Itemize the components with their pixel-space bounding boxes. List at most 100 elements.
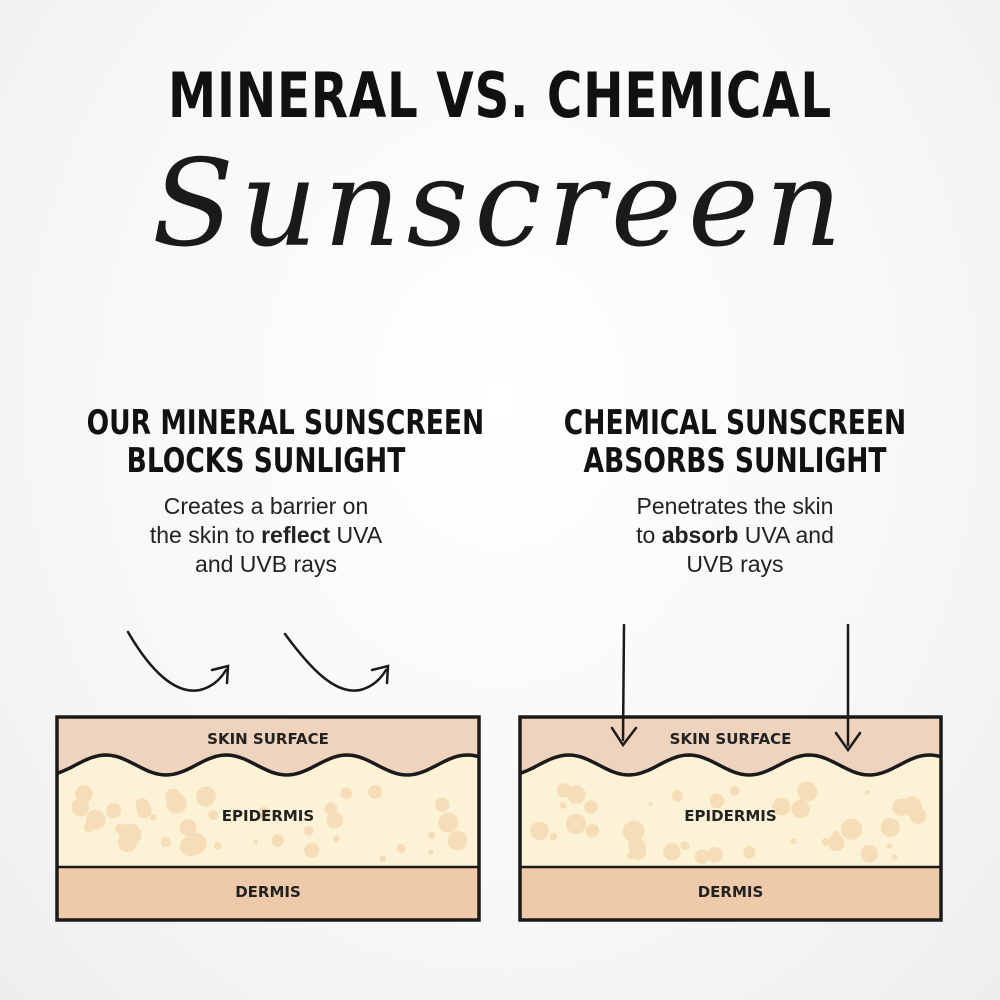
skin-surface-label: SKIN SURFACE xyxy=(207,730,329,748)
epidermis-cell xyxy=(208,809,219,821)
epidermis-cell xyxy=(680,841,690,851)
epidermis-cell xyxy=(160,837,171,848)
epidermis-cell xyxy=(671,790,684,802)
epidermis-cell xyxy=(729,785,740,796)
left-desc-pre: the skin to xyxy=(149,522,262,548)
penetrating-arrow-icon xyxy=(610,623,638,748)
left-desc-post: UVA xyxy=(330,522,383,548)
epidermis-cell xyxy=(340,787,353,800)
epidermis-cell xyxy=(195,786,216,807)
epidermis-cell xyxy=(840,818,863,840)
epidermis-cell xyxy=(438,812,459,833)
epidermis-cell xyxy=(663,842,681,861)
epidermis-cell xyxy=(566,785,586,804)
dermis-label: DERMIS xyxy=(235,883,301,901)
skin-surface-label: SKIN SURFACE xyxy=(670,730,792,748)
epidermis-cell xyxy=(165,788,182,805)
right-desc-line2: to absorb UVA and xyxy=(505,521,965,550)
right-desc-pre: to xyxy=(636,522,662,548)
epidermis-cell xyxy=(427,849,434,856)
epidermis-cell xyxy=(144,801,151,808)
page-title: MINERAL VS. CHEMICAL xyxy=(168,59,832,132)
left-description: Creates a barrier on the skin to reflect… xyxy=(36,492,496,579)
epidermis-cell xyxy=(303,825,314,836)
skin-diagrams: SKIN SURFACE EPIDERMIS DERMIS SKIN SURFACE… xyxy=(55,623,943,922)
epidermis-cell xyxy=(530,821,549,841)
epidermis-cell xyxy=(585,823,600,838)
panel-border xyxy=(55,715,481,922)
epidermis-cell xyxy=(892,798,910,817)
chemical-skin-diagram: SKIN SURFACE EPIDERMIS DERMIS xyxy=(518,715,943,922)
epidermis-cell xyxy=(257,806,271,820)
epidermis-cell xyxy=(427,831,436,840)
left-desc-line2: the skin to reflect UVA xyxy=(36,521,496,550)
epidermis-label: EPIDERMIS xyxy=(222,807,314,825)
epidermis-cell xyxy=(150,814,157,821)
epidermis-cell xyxy=(821,838,830,846)
epidermis-cell xyxy=(271,834,284,847)
epidermis-cell xyxy=(88,813,96,822)
epidermis-cell xyxy=(622,820,645,843)
epidermis-cell xyxy=(549,832,558,841)
epidermis-cell xyxy=(213,842,222,850)
epidermis-cell xyxy=(797,781,818,802)
epidermis-cell xyxy=(324,802,338,815)
penetrating-arrow-icon xyxy=(834,623,862,753)
epidermis-cell xyxy=(105,803,122,819)
epidermis-cell xyxy=(304,842,320,858)
epidermis-cell xyxy=(379,855,387,863)
left-heading: OUR MINERAL SUNSCREEN BLOCKS SUNLIGHT xyxy=(86,403,485,481)
left-desc-line1: Creates a barrier on xyxy=(163,493,369,519)
epidermis-cell xyxy=(629,843,647,861)
epidermis-cell xyxy=(909,807,927,825)
right-desc-line1: Penetrates the skin xyxy=(636,493,834,519)
right-heading: CHEMICAL SUNSCREEN ABSORBS SUNLIGHT xyxy=(556,404,915,480)
epidermis-cell xyxy=(83,821,95,833)
epidermis-cell xyxy=(880,817,900,838)
dermis-layer xyxy=(57,867,479,920)
right-desc-post: UVA and xyxy=(738,522,834,548)
epidermis-cell xyxy=(332,835,340,843)
panel-border xyxy=(518,715,943,922)
reflected-arrow-icon xyxy=(126,630,230,692)
left-desc-bold: reflect xyxy=(261,522,331,548)
right-desc-bold: absorb xyxy=(661,522,739,548)
mineral-skin-diagram: SKIN SURFACE EPIDERMIS DERMIS xyxy=(55,715,481,922)
epidermis-cell xyxy=(71,798,90,817)
epidermis-cell xyxy=(860,844,879,863)
epidermis-cell xyxy=(694,849,710,864)
right-heading-line2: ABSORBS SUNLIGHT xyxy=(583,441,887,481)
reflected-arrow-icon xyxy=(283,632,390,692)
skin-surface-layer xyxy=(520,717,941,775)
left-heading-line2: BLOCKS SUNLIGHT xyxy=(126,441,406,481)
epidermis-cell xyxy=(791,799,810,819)
epidermis-cell xyxy=(834,841,841,848)
epidermis-cell xyxy=(584,800,598,814)
dermis-layer xyxy=(520,867,941,920)
skin-surface-wave xyxy=(56,753,480,777)
epidermis-cell xyxy=(648,802,653,807)
right-heading-line1: CHEMICAL SUNSCREEN xyxy=(563,403,907,443)
epidermis-cell xyxy=(772,797,791,816)
epidermis-cell xyxy=(447,830,468,851)
left-heading-line1: OUR MINERAL SUNSCREEN xyxy=(86,403,485,443)
epidermis-cell xyxy=(706,847,723,863)
right-desc-line3: UVB rays xyxy=(686,551,784,577)
epidermis-cell xyxy=(185,833,207,854)
left-desc-line3: and UVB rays xyxy=(195,551,337,577)
epidermis-cell xyxy=(396,843,406,853)
epidermis-cell xyxy=(916,820,921,825)
epidermis-cell xyxy=(326,811,344,829)
epidermis-label: EPIDERMIS xyxy=(684,807,776,825)
epidermis-cell xyxy=(709,793,725,809)
epidermis-cell xyxy=(119,823,142,846)
skin-surface-layer xyxy=(57,717,479,775)
right-description: Penetrates the skin to absorb UVA and UV… xyxy=(505,492,965,579)
epidermis-cell xyxy=(435,797,450,813)
epidermis-cell xyxy=(886,843,892,849)
epidermis-cell xyxy=(743,846,756,859)
epidermis-cell xyxy=(864,789,870,795)
epidermis-cell xyxy=(179,819,197,837)
skin-surface-wave xyxy=(519,753,942,777)
script-title: Sunscreen xyxy=(151,135,849,274)
